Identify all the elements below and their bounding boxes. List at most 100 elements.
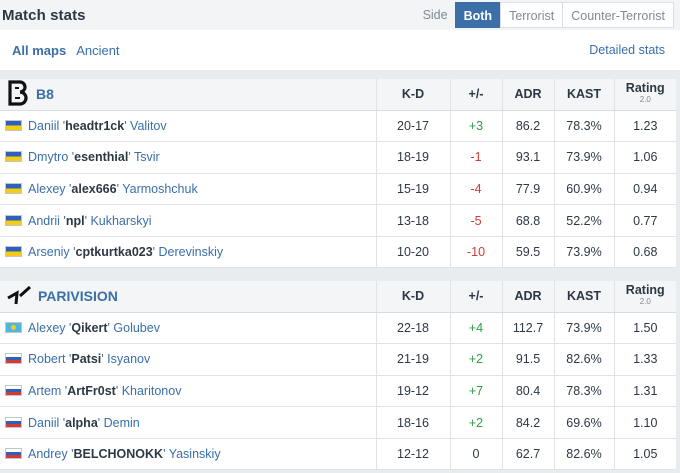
ru-flag-icon: [5, 353, 22, 365]
plus-minus-header: +/-: [449, 79, 502, 111]
rating-value: 0.94: [613, 173, 676, 206]
adr-value: 91.5: [501, 343, 554, 376]
kast-value: 73.9%: [553, 312, 614, 345]
rating-value: 1.33: [613, 343, 676, 376]
detailed-stats-link[interactable]: Detailed stats: [589, 43, 665, 57]
plus-minus-value: +7: [449, 375, 502, 408]
kast-value: 69.6%: [553, 406, 614, 439]
player-name-cell[interactable]: Alexey 'Qikert' Golubev: [0, 312, 376, 345]
player-row: Daniil 'headtr1ck' Valitov 20-17 +3 86.2 78.…: [0, 110, 676, 143]
map-filter-bar: All maps Ancient Detailed stats: [0, 30, 680, 70]
player-nickname[interactable]: BELCHONOKK: [73, 447, 164, 462]
kz-flag-icon: [5, 321, 22, 333]
plus-minus-header: +/-: [449, 281, 502, 313]
rating-header: Rating 2.0: [613, 281, 676, 313]
team-stats-table: PARIVISION K-D +/- ADR KAST Rating 2.0 Alexey '…: [0, 281, 676, 471]
rating-value: 0.77: [613, 204, 676, 237]
player-name-cell[interactable]: Andrey 'BELCHONOKK' Yasinskiy: [0, 438, 376, 471]
kast-header: KAST: [553, 79, 614, 111]
player-row: Andrii 'npl' Kukharskyi 13-18 -5 68.8 52.2% 0…: [0, 204, 676, 237]
kd-value: 12-12: [375, 438, 450, 471]
b8-logo-icon: [6, 80, 30, 109]
team-cell[interactable]: PARIVISION: [0, 281, 376, 313]
plus-minus-value: -4: [449, 173, 502, 206]
player-nickname[interactable]: esenthial: [74, 150, 129, 165]
player-name-cell[interactable]: Arseniy 'cptkurtka023' Derevinskiy: [0, 236, 376, 269]
ua-flag-icon: [5, 246, 22, 258]
team-stats-table: B8 K-D +/- ADR KAST Rating 2.0 Daniil 'headtr1c…: [0, 79, 676, 269]
player-nickname[interactable]: headtr1ck: [65, 118, 125, 133]
team-header-row: PARIVISION K-D +/- ADR KAST Rating 2.0: [0, 281, 676, 313]
ru-flag-icon: [5, 416, 22, 428]
adr-value: 93.1: [501, 141, 554, 174]
kast-header: KAST: [553, 281, 614, 313]
rating-value: 1.10: [613, 406, 676, 439]
tab-counter-terrorist[interactable]: Counter-Terrorist: [562, 2, 674, 28]
tab-both[interactable]: Both: [454, 2, 502, 28]
player-nickname[interactable]: cptkurtka023: [75, 245, 153, 260]
plus-minus-value: -10: [449, 236, 502, 269]
player-name-cell[interactable]: Daniil 'alpha' Demin: [0, 406, 376, 439]
kast-value: 52.2%: [553, 204, 614, 237]
kd-value: 18-16: [375, 406, 450, 439]
kd-value: 22-18: [375, 312, 450, 345]
adr-value: 80.4: [501, 375, 554, 408]
player-row: Alexey 'alex666' Yarmoshchuk 15-19 -4 77.9 6…: [0, 173, 676, 206]
player-row: Andrey 'BELCHONOKK' Yasinskiy 12-12 0 62.7 8…: [0, 438, 676, 471]
kast-value: 78.3%: [553, 375, 614, 408]
match-stats-header: Match stats Side Both Terrorist Counter-…: [0, 0, 680, 30]
ua-flag-icon: [5, 119, 22, 131]
team-name[interactable]: PARIVISION: [38, 288, 118, 305]
kast-value: 82.6%: [553, 343, 614, 376]
rating-value: 1.50: [613, 312, 676, 345]
adr-value: 59.5: [501, 236, 554, 269]
rating-value: 1.23: [613, 110, 676, 143]
kd-value: 18-19: [375, 141, 450, 174]
player-name-cell[interactable]: Daniil 'headtr1ck' Valitov: [0, 110, 376, 143]
player-nickname[interactable]: Qikert: [71, 320, 108, 335]
rating-value: 0.68: [613, 236, 676, 269]
player-name-cell[interactable]: Andrii 'npl' Kukharskyi: [0, 204, 376, 237]
plus-minus-value: +4: [449, 312, 502, 345]
rating-value: 1.06: [613, 141, 676, 174]
page-title: Match stats: [2, 6, 86, 24]
kast-value: 60.9%: [553, 173, 614, 206]
adr-value: 77.9: [501, 173, 554, 206]
tab-terrorist[interactable]: Terrorist: [500, 2, 564, 28]
player-nickname[interactable]: Patsi: [71, 352, 102, 367]
map-tab-ancient[interactable]: Ancient: [76, 42, 120, 58]
team-name[interactable]: B8: [36, 86, 54, 103]
player-name-cell[interactable]: Dmytro 'esenthial' Tsvir: [0, 141, 376, 174]
player-nickname[interactable]: ArtFr0st: [67, 383, 116, 398]
map-tab-all-maps[interactable]: All maps: [12, 42, 67, 58]
player-name-cell[interactable]: Robert 'Patsi' Isyanov: [0, 343, 376, 376]
player-nickname[interactable]: alpha: [65, 415, 98, 430]
player-row: Artem 'ArtFr0st' Kharitonov 19-12 +7 80.4 78…: [0, 375, 676, 408]
adr-value: 62.7: [501, 438, 554, 471]
table-divider: [0, 268, 680, 281]
plus-minus-value: +3: [449, 110, 502, 143]
player-name-cell[interactable]: Artem 'ArtFr0st' Kharitonov: [0, 375, 376, 408]
player-row: Dmytro 'esenthial' Tsvir 18-19 -1 93.1 73.9%…: [0, 141, 676, 174]
side-label: Side: [422, 8, 448, 22]
kd-value: 10-20: [375, 236, 450, 269]
kd-header: K-D: [375, 281, 450, 313]
ua-flag-icon: [5, 182, 22, 194]
player-nickname[interactable]: alex666: [71, 181, 117, 196]
rating-value: 1.31: [613, 375, 676, 408]
rating-header: Rating 2.0: [613, 79, 676, 111]
kd-value: 13-18: [375, 204, 450, 237]
kd-value: 19-12: [375, 375, 450, 408]
ru-flag-icon: [5, 448, 22, 460]
plus-minus-value: +2: [449, 343, 502, 376]
player-nickname[interactable]: npl: [65, 213, 85, 228]
team-cell[interactable]: B8: [0, 79, 376, 111]
adr-header: ADR: [501, 281, 554, 313]
side-selector: Side Both Terrorist Counter-Terrorist: [415, 2, 674, 28]
kd-value: 15-19: [375, 173, 450, 206]
plus-minus-value: +2: [449, 406, 502, 439]
kast-value: 82.6%: [553, 438, 614, 471]
kd-value: 20-17: [375, 110, 450, 143]
player-name-cell[interactable]: Alexey 'alex666' Yarmoshchuk: [0, 173, 376, 206]
plus-minus-value: -5: [449, 204, 502, 237]
